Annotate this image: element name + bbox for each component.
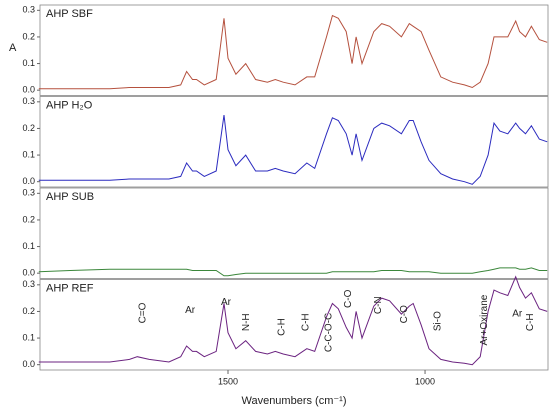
- y-tick-label: 0.1: [22, 241, 35, 251]
- panel-frame: [39, 96, 549, 188]
- annotation: C-N: [373, 296, 384, 314]
- panel-frame: [39, 4, 549, 96]
- y-tick-label: 0.0: [22, 176, 35, 186]
- y-tick-label: 0.3: [22, 188, 35, 198]
- panel-frame: [39, 187, 549, 279]
- annotation: C-H: [525, 313, 536, 331]
- y-tick-label: 0.2: [22, 123, 35, 133]
- spectrum-line: [38, 14, 548, 90]
- annotation: Si-O: [433, 311, 444, 331]
- panel-label: AHP SBF: [46, 8, 93, 20]
- y-tick-label: 0.1: [22, 58, 35, 68]
- panel-frame: [39, 279, 549, 371]
- annotation: Ar: [512, 309, 523, 320]
- y-tick-label: 0.2: [22, 31, 35, 41]
- annotation: N-H: [241, 313, 252, 331]
- y-tick-label: 0.3: [22, 279, 35, 289]
- y-tick-label: 0.3: [22, 96, 35, 106]
- panel-label: AHP REF: [46, 282, 94, 294]
- panel-label: AHP SUB: [46, 191, 94, 203]
- x-tick-label: 1000: [415, 376, 435, 386]
- panel-label: AHP H₂O: [46, 99, 93, 111]
- y-tick-label: 0.0: [22, 268, 35, 278]
- annotation: C-C-O-C: [324, 313, 335, 352]
- y-tick-label: 0.3: [22, 5, 35, 15]
- spectrum-line: [38, 115, 548, 185]
- y-tick-label: 0.1: [22, 149, 35, 159]
- y-tick-label: 0.1: [22, 332, 35, 342]
- annotation: Ar: [221, 297, 232, 308]
- annotation: C-H: [301, 313, 312, 331]
- spectrum-line: [38, 275, 548, 366]
- y-axis-label: A: [9, 42, 17, 54]
- annotation: Ar+Oxirane: [479, 294, 490, 345]
- annotation: C=O: [138, 302, 149, 323]
- spectrum-line: [38, 267, 548, 277]
- y-tick-label: 0.0: [22, 85, 35, 95]
- y-tick-label: 0.2: [22, 214, 35, 224]
- x-axis-label: Wavenumbers (cm⁻¹): [241, 395, 346, 407]
- annotation: C-O: [399, 305, 410, 324]
- x-tick-label: 1500: [218, 376, 238, 386]
- y-tick-label: 0.0: [22, 359, 35, 369]
- annotation: C-H: [277, 318, 288, 336]
- annotation: C-O: [343, 289, 354, 308]
- y-tick-label: 0.2: [22, 306, 35, 316]
- annotation: Ar: [185, 305, 196, 316]
